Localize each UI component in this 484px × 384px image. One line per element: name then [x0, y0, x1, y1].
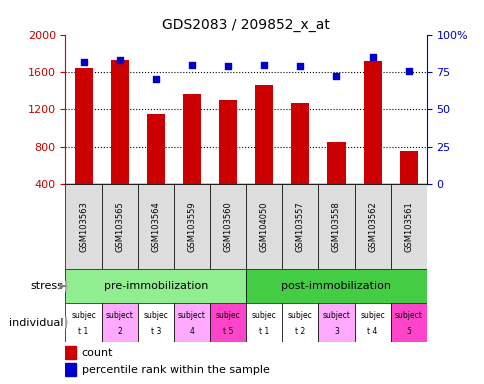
Text: subject: subject [106, 311, 133, 320]
Title: GDS2083 / 209852_x_at: GDS2083 / 209852_x_at [162, 18, 330, 32]
Point [332, 73, 340, 79]
Text: t 5: t 5 [223, 326, 233, 336]
Text: subject: subject [178, 311, 205, 320]
Bar [282, 184, 318, 269]
Bar [399, 151, 417, 184]
Text: GSM103564: GSM103564 [151, 201, 160, 252]
Point [188, 61, 196, 68]
Text: 2: 2 [117, 326, 122, 336]
Bar [210, 184, 245, 269]
Text: pre-immobilization: pre-immobilization [104, 281, 208, 291]
Bar [318, 184, 354, 269]
Polygon shape [66, 281, 67, 291]
Point [224, 63, 231, 69]
Point [79, 58, 87, 65]
Bar [327, 142, 345, 184]
Bar [245, 184, 282, 269]
Text: post-immobilization: post-immobilization [281, 281, 391, 291]
Bar [245, 303, 282, 342]
Text: GSM103565: GSM103565 [115, 201, 124, 252]
Bar [173, 184, 210, 269]
Text: GSM103561: GSM103561 [403, 201, 412, 252]
Point [116, 57, 123, 63]
Bar [354, 303, 390, 342]
Bar [363, 61, 381, 184]
Bar [354, 184, 390, 269]
Text: subject: subject [394, 311, 422, 320]
Bar [390, 184, 426, 269]
Bar [282, 303, 318, 342]
Bar [102, 303, 137, 342]
Text: GSM103563: GSM103563 [79, 201, 88, 252]
Bar [291, 103, 309, 184]
Text: subject: subject [322, 311, 349, 320]
Bar [219, 100, 237, 184]
Bar [255, 85, 272, 184]
Text: GSM103559: GSM103559 [187, 201, 196, 252]
Text: subjec: subjec [215, 311, 240, 320]
Bar [137, 184, 173, 269]
Polygon shape [66, 317, 67, 328]
Text: GSM103558: GSM103558 [331, 201, 340, 252]
Text: stress: stress [30, 281, 63, 291]
Bar [65, 346, 76, 359]
Text: subjec: subjec [251, 311, 276, 320]
Text: GSM103560: GSM103560 [223, 201, 232, 252]
Text: 3: 3 [333, 326, 338, 336]
Bar [245, 269, 426, 303]
Text: 4: 4 [189, 326, 194, 336]
Point [404, 68, 412, 74]
Text: t 1: t 1 [78, 326, 89, 336]
Text: percentile rank within the sample: percentile rank within the sample [82, 365, 269, 375]
Bar [390, 303, 426, 342]
Text: subjec: subjec [71, 311, 96, 320]
Bar [110, 60, 128, 184]
Text: subjec: subjec [287, 311, 312, 320]
Bar [137, 303, 173, 342]
Text: t 1: t 1 [258, 326, 269, 336]
Point [296, 63, 303, 69]
Text: individual: individual [9, 318, 63, 328]
Bar [147, 114, 165, 184]
Bar [173, 303, 210, 342]
Bar [210, 303, 245, 342]
Bar [65, 269, 245, 303]
Text: subjec: subjec [143, 311, 168, 320]
Text: GSM104050: GSM104050 [259, 201, 268, 252]
Bar [102, 184, 137, 269]
Bar [65, 303, 102, 342]
Bar [318, 303, 354, 342]
Bar [65, 363, 76, 376]
Text: 5: 5 [406, 326, 410, 336]
Bar [75, 68, 92, 184]
Text: t 4: t 4 [367, 326, 377, 336]
Bar [65, 184, 102, 269]
Text: GSM103557: GSM103557 [295, 201, 304, 252]
Point [368, 54, 376, 60]
Point [260, 61, 268, 68]
Point [151, 76, 159, 83]
Text: GSM103562: GSM103562 [367, 201, 377, 252]
Text: t 3: t 3 [151, 326, 161, 336]
Bar [182, 94, 200, 184]
Text: t 2: t 2 [295, 326, 305, 336]
Text: subjec: subjec [360, 311, 384, 320]
Text: count: count [82, 348, 113, 358]
